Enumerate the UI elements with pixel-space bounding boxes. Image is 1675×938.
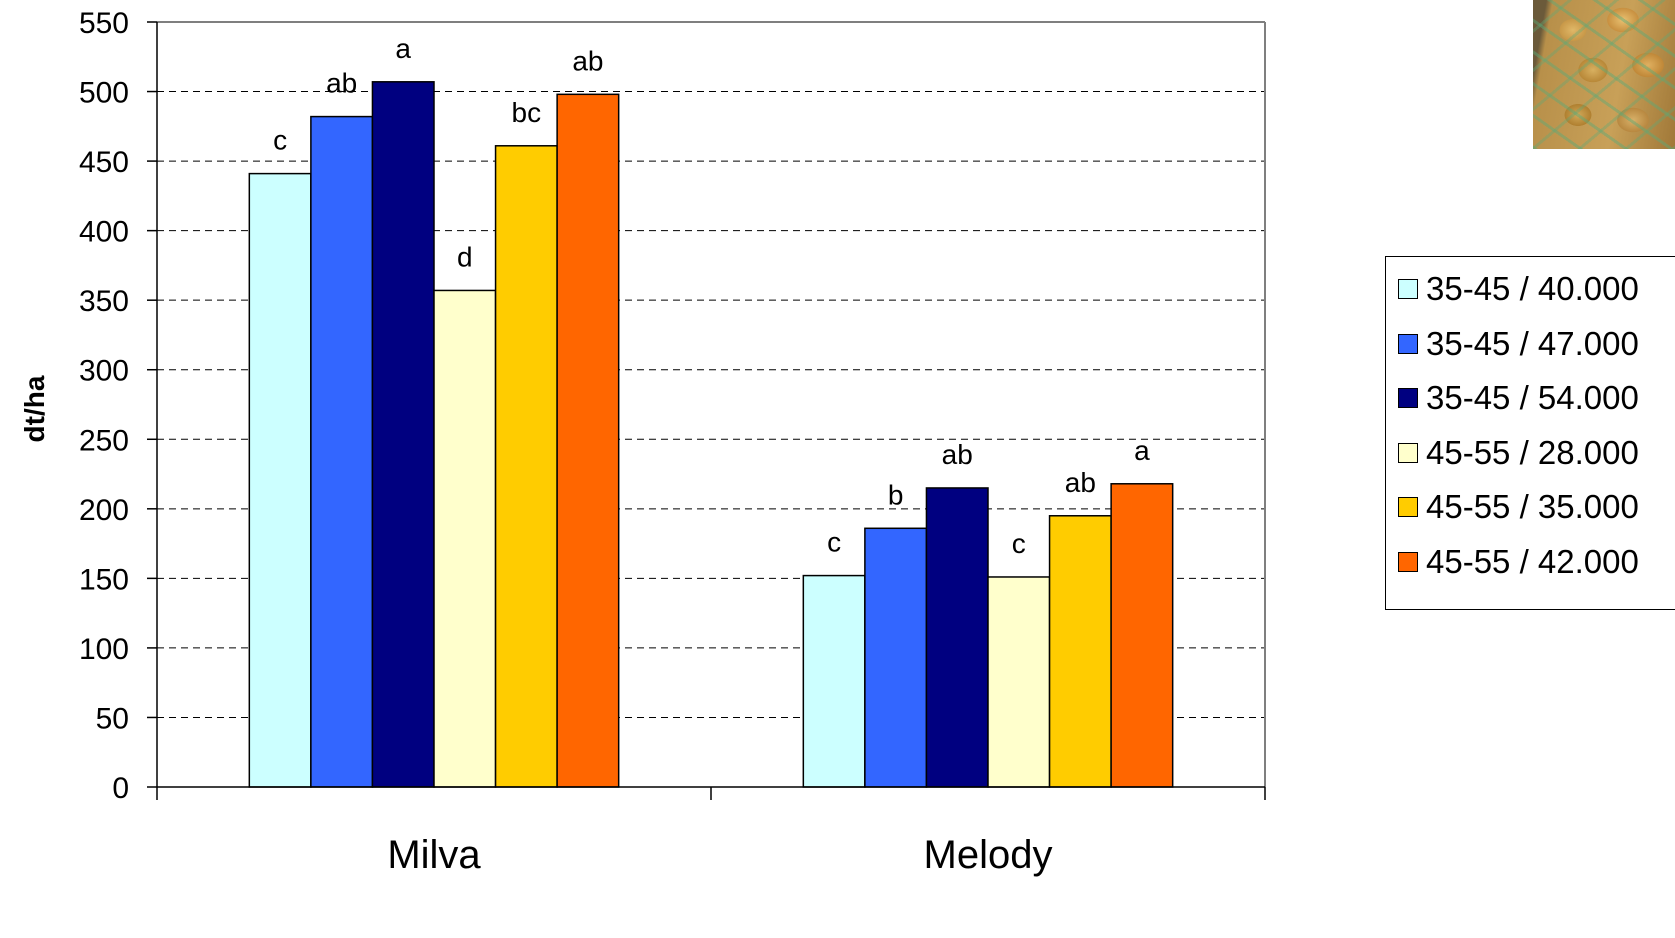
category-label: Milva [387, 833, 481, 877]
significance-label: b [888, 479, 904, 510]
significance-label: c [273, 125, 287, 156]
y-tick-label: 250 [79, 424, 129, 457]
potato-sack-photo [1533, 0, 1675, 149]
legend-swatch [1398, 551, 1418, 572]
legend-swatch [1398, 333, 1418, 354]
bar [433, 289, 497, 788]
bar [310, 115, 374, 788]
y-tick-label: 200 [79, 494, 129, 527]
y-tick-label: 150 [79, 563, 129, 596]
significance-label: ab [1065, 467, 1096, 498]
legend-label: 35-45 / 40.000 [1426, 270, 1639, 307]
category-label: Melody [924, 833, 1053, 877]
significance-label: a [395, 33, 411, 64]
legend-label: 45-55 / 42.000 [1426, 542, 1639, 580]
legend-item: 35-45 / 47.000 [1398, 324, 1639, 364]
bar [925, 487, 989, 788]
bar [494, 145, 558, 788]
bar [802, 574, 866, 788]
y-tick-label: 300 [79, 355, 129, 388]
legend-swatch [1398, 442, 1418, 463]
legend-swatch [1398, 497, 1418, 517]
significance-label: c [827, 527, 841, 558]
legend-swatch [1398, 388, 1418, 408]
y-tick-label: 450 [79, 146, 129, 179]
legend-item: 35-45 / 54.000 [1398, 378, 1639, 418]
bar [248, 172, 312, 788]
legend-swatch [1398, 279, 1418, 299]
significance-label: bc [512, 97, 542, 128]
significance-label: ab [572, 45, 603, 76]
category-labels: Milva Melody [387, 833, 1052, 877]
legend-item: 45-55 / 28.000 [1398, 433, 1639, 473]
significance-label: ab [942, 439, 973, 470]
y-axis-label: dt/ha [19, 375, 50, 442]
y-tick-label: 0 [112, 772, 129, 805]
legend-item: 35-45 / 40.000 [1398, 269, 1639, 309]
y-tick-label: 100 [79, 633, 129, 666]
significance-label: a [1134, 435, 1150, 466]
y-tick-label: 50 [96, 702, 129, 735]
significance-label: c [1012, 528, 1026, 559]
y-tick-label: 500 [79, 77, 129, 110]
bar [987, 576, 1051, 788]
legend-item: 45-55 / 35.000 [1398, 487, 1639, 527]
legend-item: 45-55 / 42.000 [1398, 542, 1639, 582]
y-tick-label: 550 [79, 7, 129, 40]
significance-label: d [457, 241, 473, 272]
y-tick-label: 400 [79, 216, 129, 249]
legend: 35-45 / 40.000 35-45 / 47.000 35-45 / 54.0… [1385, 256, 1675, 610]
axes [147, 21, 1266, 800]
legend-label: 45-55 / 35.000 [1426, 488, 1639, 525]
bar [1110, 483, 1174, 788]
legend-label: 35-45 / 54.000 [1426, 379, 1639, 416]
y-tick-labels: 0 50 100 150 200 250 300 350 400 450 500 550 [79, 7, 129, 805]
significance-label: ab [326, 68, 357, 99]
bars [248, 81, 1174, 788]
bar [864, 527, 928, 788]
y-tick-label: 350 [79, 285, 129, 318]
legend-label: 35-45 / 47.000 [1426, 324, 1639, 362]
bar [371, 81, 435, 788]
bar [556, 93, 620, 788]
legend-label: 45-55 / 28.000 [1426, 433, 1639, 471]
bar [1048, 515, 1112, 788]
